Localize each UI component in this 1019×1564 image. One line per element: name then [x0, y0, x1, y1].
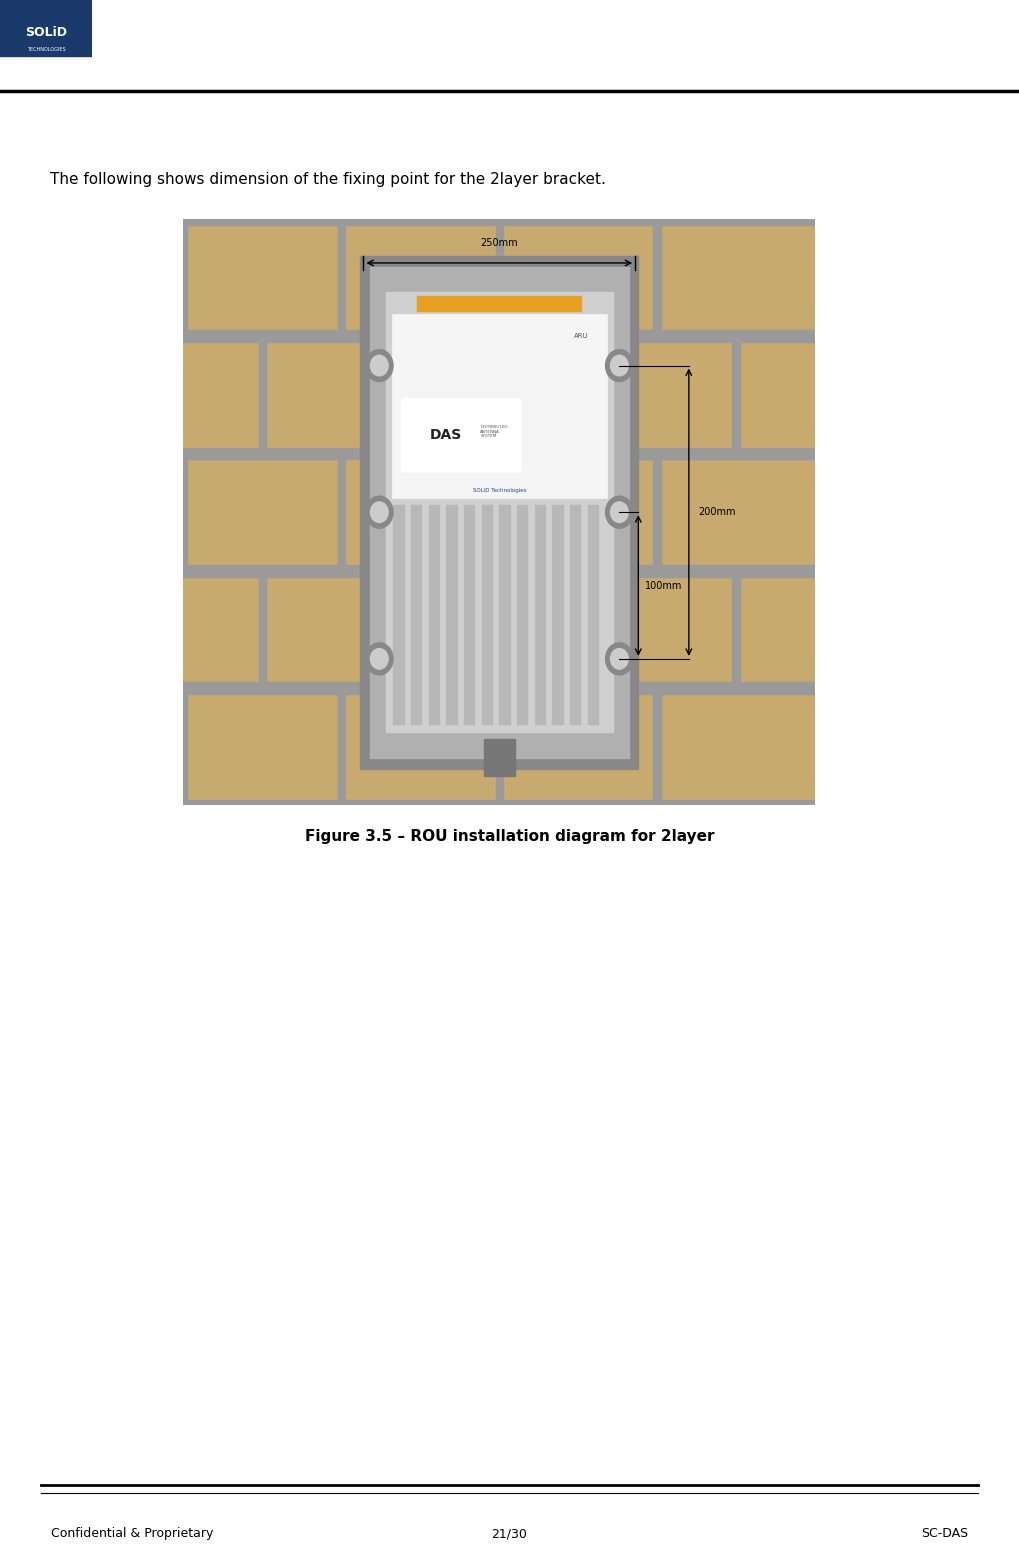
Bar [499, 505, 511, 724]
Bar [588, 505, 599, 724]
Bar [495, 454, 503, 571]
Bar [484, 740, 516, 776]
Circle shape [371, 355, 388, 375]
Text: Figure 3.5 – ROU installation diagram for 2layer: Figure 3.5 – ROU installation diagram fo… [305, 829, 714, 845]
Bar [429, 505, 440, 724]
Bar [653, 219, 661, 336]
Circle shape [605, 496, 633, 529]
Bar [183, 447, 815, 460]
Circle shape [366, 349, 393, 382]
Circle shape [610, 355, 628, 375]
Bar [183, 213, 815, 225]
Text: Confidential & Proprietary: Confidential & Proprietary [51, 1528, 213, 1541]
Circle shape [371, 649, 388, 669]
Bar [179, 454, 187, 571]
Bar [183, 330, 815, 343]
Circle shape [610, 502, 628, 522]
Bar [411, 505, 422, 724]
Bar [575, 336, 582, 454]
Bar [179, 219, 187, 336]
Bar [183, 565, 815, 577]
Circle shape [371, 502, 388, 522]
Bar [179, 688, 187, 805]
Bar [361, 255, 638, 769]
Text: SC-DAS: SC-DAS [921, 1528, 968, 1541]
Text: ARU: ARU [574, 333, 589, 339]
Bar [337, 219, 345, 336]
Circle shape [605, 349, 633, 382]
Text: 100mm: 100mm [645, 580, 682, 591]
Text: 250mm: 250mm [481, 238, 518, 249]
Bar [495, 219, 503, 336]
Bar [392, 314, 606, 497]
Text: TECHNOLOGIES: TECHNOLOGIES [26, 47, 65, 52]
Bar [653, 688, 661, 805]
Circle shape [366, 643, 393, 676]
Bar [733, 571, 740, 688]
Bar [733, 336, 740, 454]
Bar [385, 292, 613, 732]
Bar [183, 682, 815, 694]
Bar [370, 266, 629, 759]
Bar [417, 296, 582, 311]
Bar [446, 505, 458, 724]
Bar [183, 799, 815, 812]
Text: SOLiD: SOLiD [24, 27, 67, 39]
FancyBboxPatch shape [401, 399, 522, 472]
Text: The following shows dimension of the fixing point for the 2layer bracket.: The following shows dimension of the fix… [50, 172, 606, 188]
Text: DAS: DAS [430, 429, 462, 443]
Bar [575, 571, 582, 688]
Text: 200mm: 200mm [698, 507, 736, 518]
Circle shape [610, 649, 628, 669]
Bar [464, 505, 475, 724]
Bar [259, 336, 266, 454]
Text: DISTRIBUTED
ANTENNA
SYSTEM: DISTRIBUTED ANTENNA SYSTEM [480, 425, 507, 438]
Bar [393, 505, 405, 724]
Bar [517, 505, 529, 724]
Bar [653, 454, 661, 571]
Circle shape [366, 496, 393, 529]
Bar [570, 505, 582, 724]
Bar [417, 571, 424, 688]
Bar [495, 688, 503, 805]
Bar [417, 336, 424, 454]
Bar [482, 505, 493, 724]
Circle shape [605, 643, 633, 676]
Text: SOLiD Technologies: SOLiD Technologies [473, 488, 526, 493]
Bar [0, 0, 92, 56]
Bar [259, 571, 266, 688]
Bar [337, 454, 345, 571]
Bar [552, 505, 564, 724]
Text: 21/30: 21/30 [491, 1528, 528, 1541]
Bar [535, 505, 546, 724]
Bar [337, 688, 345, 805]
